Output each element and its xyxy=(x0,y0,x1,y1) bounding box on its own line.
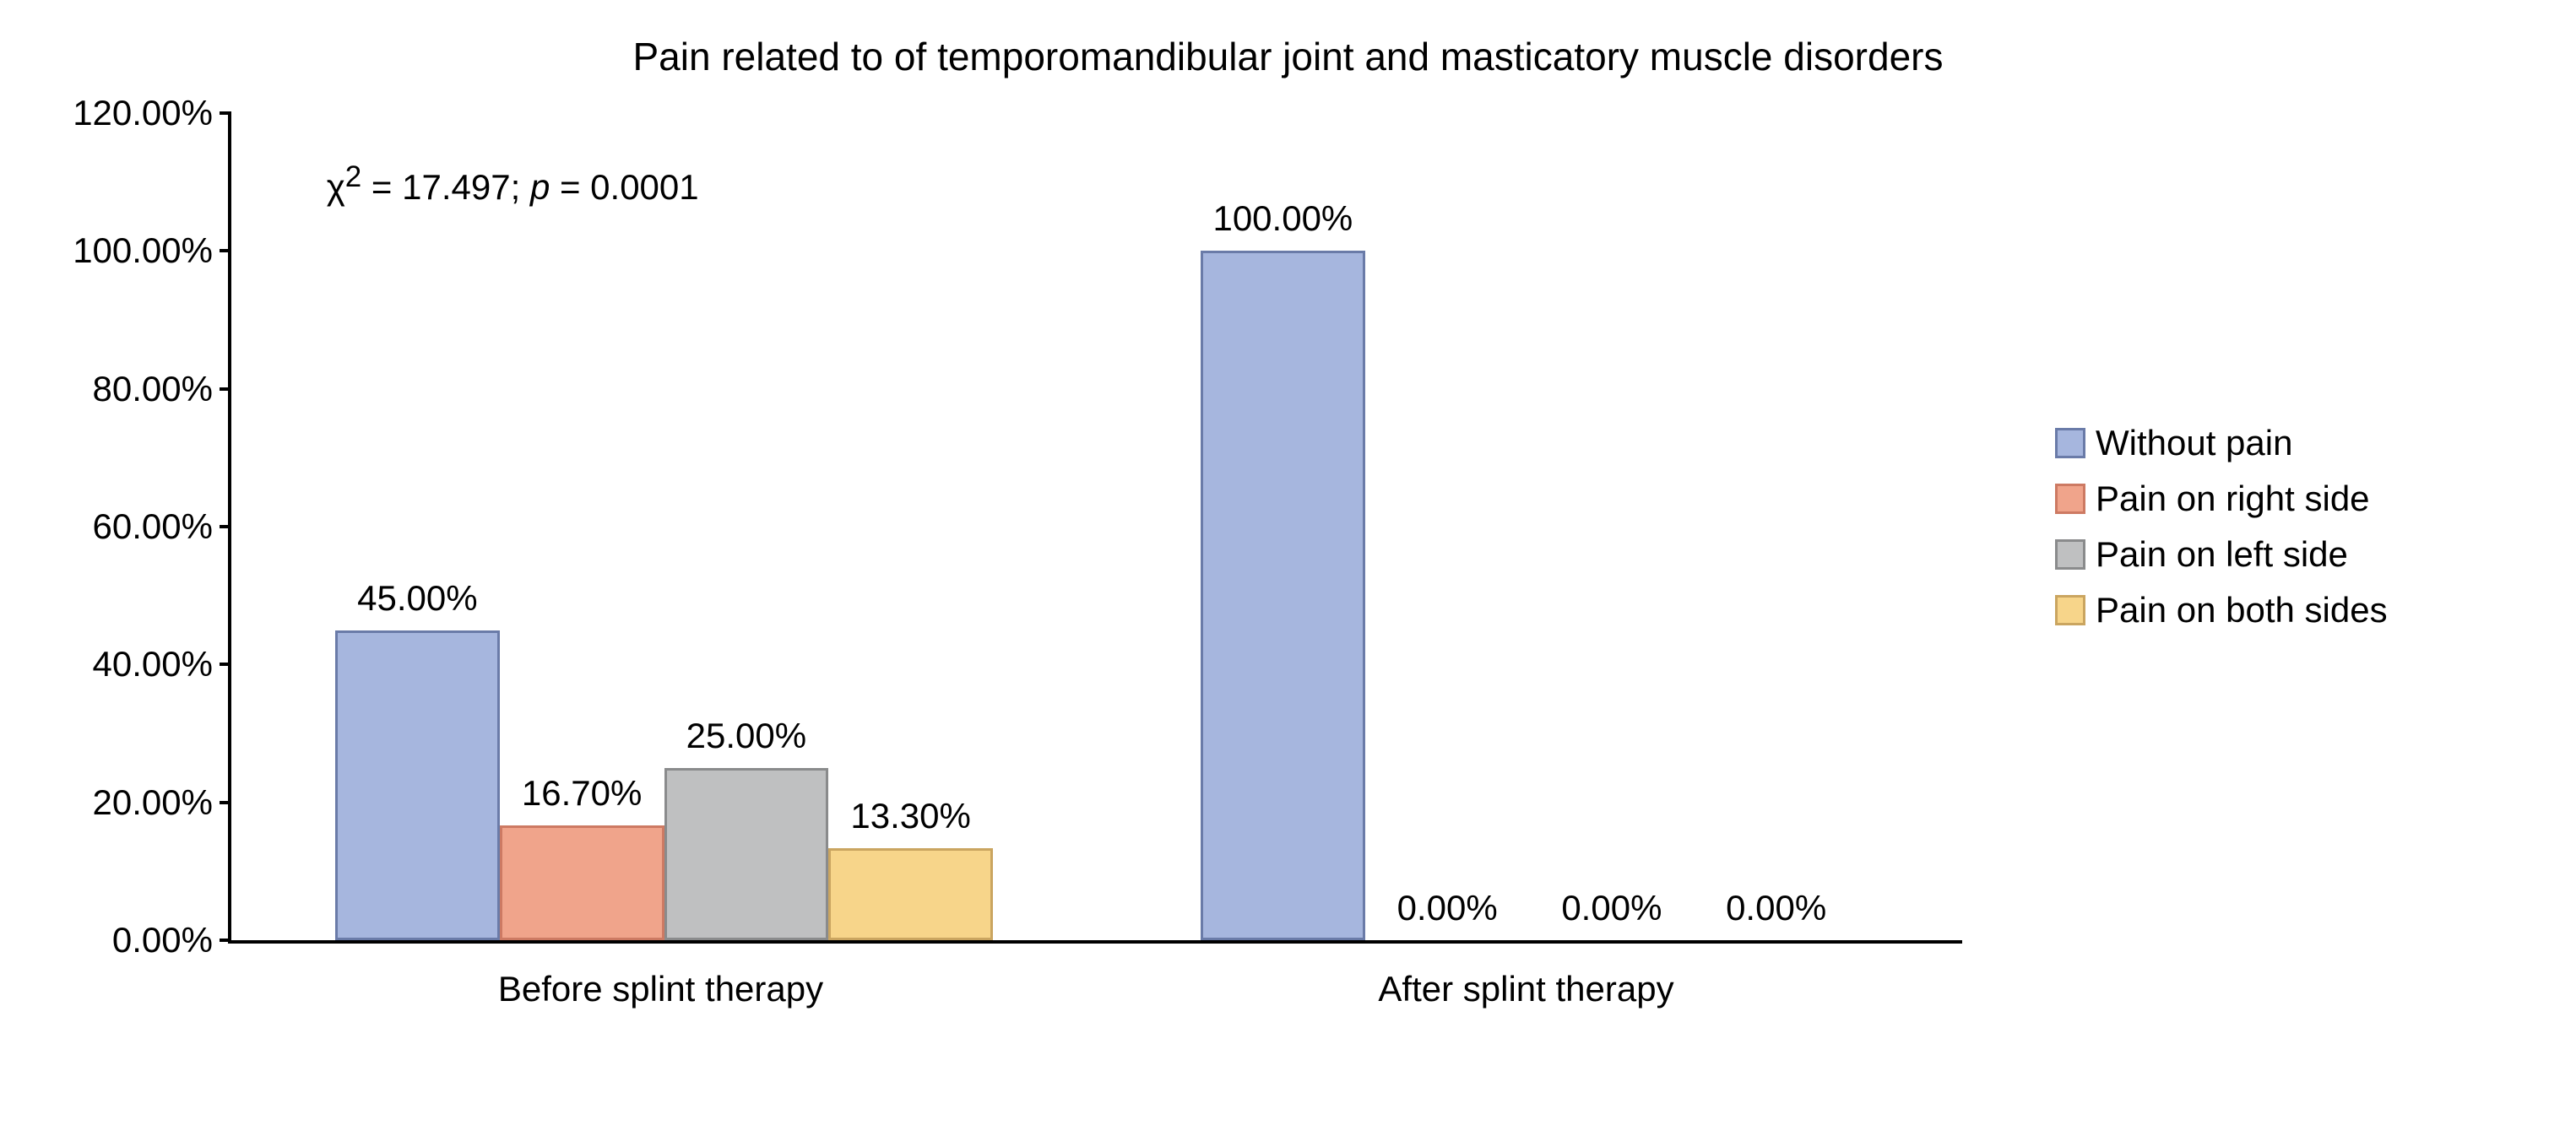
x-axis-labels: Before splint therapy After splint therap… xyxy=(228,944,1959,1036)
legend-item: Pain on left side xyxy=(2055,534,2388,575)
legend-swatch xyxy=(2055,595,2085,625)
legend-label: Pain on left side xyxy=(2096,534,2348,575)
chart-title: Pain related to of temporomandibular joi… xyxy=(0,34,2576,79)
bar xyxy=(828,848,993,940)
bar-value-label: 0.00% xyxy=(1726,888,1826,928)
y-tick-mark xyxy=(220,663,231,666)
bar-value-label: 45.00% xyxy=(357,578,477,619)
bar-value-label: 100.00% xyxy=(1212,198,1353,239)
y-tick-mark xyxy=(220,939,231,942)
legend-item: Pain on right side xyxy=(2055,479,2388,519)
y-tick-label: 120.00% xyxy=(34,93,228,133)
legend-item: Pain on both sides xyxy=(2055,590,2388,630)
y-tick-label: 80.00% xyxy=(34,369,228,409)
chart-container: Pain related to of temporomandibular joi… xyxy=(0,0,2576,1036)
x-category-label: Before splint therapy xyxy=(498,969,823,1009)
bar-value-label: 0.00% xyxy=(1561,888,1662,928)
legend-swatch xyxy=(2055,428,2085,458)
y-tick-label: 40.00% xyxy=(34,644,228,684)
legend-label: Pain on both sides xyxy=(2096,590,2388,630)
y-tick-label: 100.00% xyxy=(34,230,228,271)
bar-value-label: 13.30% xyxy=(850,796,970,836)
legend-swatch xyxy=(2055,484,2085,514)
y-tick-mark xyxy=(220,111,231,115)
y-axis: 0.00%20.00%40.00%60.00%80.00%100.00%120.… xyxy=(34,113,228,940)
legend-label: Without pain xyxy=(2096,423,2292,463)
y-tick-label: 60.00% xyxy=(34,506,228,547)
plot-row: 0.00%20.00%40.00%60.00%80.00%100.00%120.… xyxy=(34,113,2576,944)
legend-item: Without pain xyxy=(2055,423,2388,463)
legend-label: Pain on right side xyxy=(2096,479,2370,519)
stat-annotation: χ2 = 17.497; p = 0.0001 xyxy=(327,160,699,208)
legend: Without pain Pain on right side Pain on le… xyxy=(2055,113,2388,940)
bar xyxy=(500,825,664,940)
bar xyxy=(1201,251,1365,940)
bar-value-label: 0.00% xyxy=(1397,888,1498,928)
y-tick-mark xyxy=(220,801,231,804)
bar-value-label: 25.00% xyxy=(686,716,806,756)
y-tick-mark xyxy=(220,525,231,528)
x-category-label: After splint therapy xyxy=(1378,969,1673,1009)
bar-value-label: 16.70% xyxy=(522,773,642,814)
y-tick-mark xyxy=(220,249,231,252)
plot-area: χ2 = 17.497; p = 0.0001 45.00% 16.70% 25.0… xyxy=(228,113,1962,944)
annotation-text: χ2 = 17.497; p = 0.0001 xyxy=(327,167,699,207)
legend-swatch xyxy=(2055,539,2085,570)
y-tick-mark xyxy=(220,387,231,391)
bar xyxy=(335,630,500,941)
bar xyxy=(664,768,829,940)
y-tick-label: 20.00% xyxy=(34,782,228,823)
y-tick-label: 0.00% xyxy=(34,920,228,960)
